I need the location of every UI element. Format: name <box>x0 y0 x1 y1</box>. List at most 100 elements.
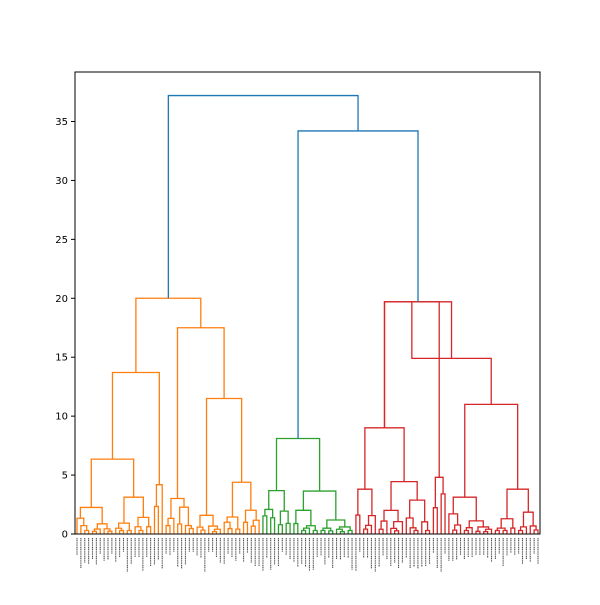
dendrogram-link <box>155 484 163 534</box>
dendrogram-link <box>364 427 405 490</box>
dendrogram-link <box>339 530 345 534</box>
dendrogram-link <box>250 525 256 534</box>
dendrogram-link <box>279 510 289 525</box>
dendrogram-link <box>506 488 529 519</box>
dendrogram-link <box>533 529 539 534</box>
dendrogram-link <box>485 528 493 534</box>
dendrogram-link <box>223 521 231 534</box>
dendrogram-link <box>409 527 417 534</box>
dendrogram-link <box>93 528 101 534</box>
dendrogram-link <box>293 522 299 534</box>
dendrogram-link <box>357 488 373 516</box>
dendrogram-link <box>305 525 316 531</box>
dendrogram-link <box>177 523 183 534</box>
y-tick-label: 30 <box>55 176 68 187</box>
links-layer <box>76 94 539 534</box>
y-tick-label: 15 <box>55 353 68 364</box>
dendrogram-link <box>84 529 90 534</box>
dendrogram-link <box>383 301 453 428</box>
dendrogram-link <box>199 514 214 528</box>
dendrogram-link <box>434 476 444 508</box>
dendrogram-link <box>179 506 190 526</box>
dendrogram-link <box>452 529 458 534</box>
dendrogram-link <box>188 527 194 534</box>
dendrogram-link <box>167 517 175 534</box>
dendrogram-link <box>312 529 318 534</box>
dendrogram-link <box>320 529 326 534</box>
dendrogram-link <box>262 515 268 534</box>
y-tick-label: 10 <box>55 412 68 423</box>
dendrogram-link <box>146 526 152 534</box>
dendrogram-link <box>383 509 399 522</box>
dendrogram-link <box>355 514 361 534</box>
dendrogram-link <box>252 519 260 534</box>
dendrogram-link <box>226 516 239 530</box>
y-tick-label: 20 <box>55 294 68 305</box>
dendrogram-link <box>96 523 108 530</box>
dendrogram-link <box>242 521 249 534</box>
dendrogram-link <box>268 490 285 512</box>
dendrogram-link <box>205 397 243 516</box>
y-axis-ticks: 0 5 10 15 20 25 30 35 <box>55 117 75 541</box>
dendrogram-link <box>235 528 241 534</box>
root-link <box>167 94 359 299</box>
dendrogram-link <box>126 529 132 534</box>
dendrogram-link <box>211 530 218 534</box>
dendrogram-link <box>275 437 321 492</box>
dendrogram-link <box>448 513 459 534</box>
y-tick-label: 0 <box>62 530 68 541</box>
dendrogram-link <box>184 524 192 534</box>
dendrogram-link <box>270 517 276 534</box>
dendrogram-link <box>440 493 446 534</box>
dendrogram-link <box>264 508 274 518</box>
dendrogram-link <box>91 530 98 534</box>
dendrogram-link <box>393 520 404 534</box>
dendrogram-link <box>153 505 160 534</box>
dendrogram-link <box>464 403 519 498</box>
dendrogram-link <box>200 529 206 534</box>
dendrogram-link <box>413 529 419 534</box>
dendrogram-link <box>519 526 528 534</box>
dendrogram-link <box>454 524 462 534</box>
dendrogram-link <box>502 529 508 534</box>
dendrogram-link <box>138 529 144 534</box>
dendrogram-link <box>135 297 202 373</box>
y-tick-label: 5 <box>62 471 68 482</box>
dendrogram-link <box>213 528 221 534</box>
dendrogram-link <box>118 529 125 534</box>
dendrogram-link <box>468 520 484 528</box>
plot-frame <box>74 71 541 535</box>
dendrogram-link <box>301 529 307 534</box>
dendrogram-link <box>347 529 353 534</box>
dendrogram-link <box>517 529 524 534</box>
dendrogram-link <box>176 327 225 499</box>
dendrogram-link <box>483 530 489 534</box>
dendrogram-link <box>137 516 150 527</box>
dendrogram-link <box>80 524 88 534</box>
dendrogram-link <box>432 507 438 534</box>
dendrogram-link <box>529 525 537 534</box>
dendrogram-link <box>421 521 429 534</box>
dendrogram-link <box>477 526 490 532</box>
dendrogram-link <box>90 458 135 508</box>
dendrogram-link <box>510 527 516 534</box>
dendrogram-link <box>452 496 477 521</box>
dendrogram-link <box>522 511 534 527</box>
dendrogram-link <box>425 529 431 534</box>
dendrogram-link <box>231 481 252 517</box>
dendrogram-link <box>285 522 291 534</box>
leaf-labels <box>76 538 539 572</box>
dendrogram-link <box>378 528 384 534</box>
dendrogram-link <box>411 301 492 405</box>
dendrogram-link <box>463 529 469 534</box>
dendrogram-link <box>494 529 500 534</box>
root-link <box>297 130 419 439</box>
dendrogram-link <box>165 524 171 534</box>
dendrogram-link <box>380 520 388 534</box>
dendrogram-link <box>111 371 160 485</box>
dendrogram-link <box>335 528 344 534</box>
dendrogram-link <box>117 522 130 531</box>
dendrogram-link <box>328 530 334 534</box>
